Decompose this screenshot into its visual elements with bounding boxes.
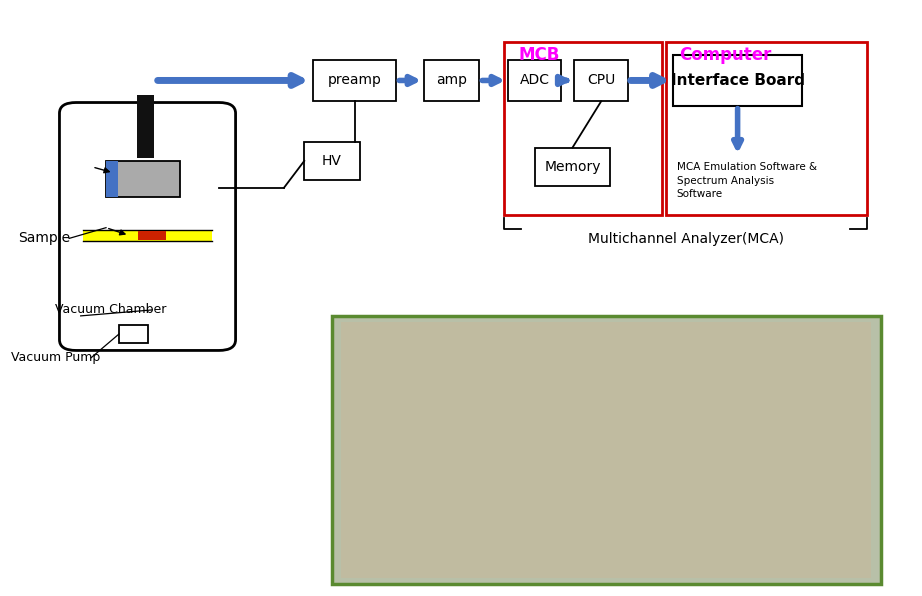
Text: Memory: Memory bbox=[544, 160, 601, 174]
Bar bbox=[424, 60, 479, 101]
Bar bbox=[508, 60, 561, 101]
FancyBboxPatch shape bbox=[59, 103, 236, 350]
Text: HV: HV bbox=[322, 154, 342, 168]
Text: Interface Board: Interface Board bbox=[670, 73, 805, 88]
Bar bbox=[332, 316, 881, 584]
Text: Vacuum Chamber: Vacuum Chamber bbox=[55, 303, 167, 316]
Text: Computer: Computer bbox=[680, 46, 772, 64]
Bar bbox=[574, 60, 628, 101]
Text: Multichannel Analyzer(MCA): Multichannel Analyzer(MCA) bbox=[587, 232, 784, 246]
Bar bbox=[304, 142, 360, 181]
Bar bbox=[83, 230, 212, 241]
Bar bbox=[673, 55, 802, 106]
Text: ADC: ADC bbox=[520, 73, 550, 88]
Bar bbox=[138, 231, 166, 240]
Bar bbox=[119, 325, 148, 343]
Text: preamp: preamp bbox=[328, 73, 382, 88]
Bar bbox=[106, 161, 118, 197]
Text: Sample: Sample bbox=[18, 231, 71, 246]
Bar bbox=[666, 42, 867, 215]
Bar bbox=[313, 60, 396, 101]
Bar bbox=[341, 322, 871, 578]
Text: CPU: CPU bbox=[587, 73, 615, 88]
Bar bbox=[137, 95, 154, 158]
Bar bbox=[535, 148, 610, 186]
Text: Vacuum Pump: Vacuum Pump bbox=[11, 351, 100, 364]
Bar bbox=[106, 161, 180, 197]
Text: MCB: MCB bbox=[518, 46, 560, 64]
Bar bbox=[504, 42, 662, 215]
Text: amp: amp bbox=[436, 73, 467, 88]
Text: MCA Emulation Software &
Spectrum Analysis
Software: MCA Emulation Software & Spectrum Analys… bbox=[677, 162, 817, 199]
